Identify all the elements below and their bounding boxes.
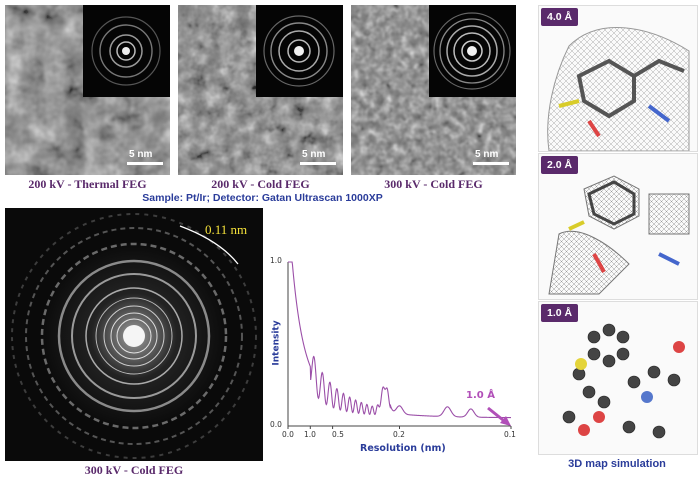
tem-image-cold-200kv: 5 nm	[178, 5, 343, 175]
atom-map	[539, 302, 697, 454]
x-tick-4: 0.1	[504, 430, 516, 439]
diffraction-pattern: 0.11 nm	[5, 208, 263, 461]
tem-image-cold-300kv: 5 nm	[351, 5, 516, 175]
fft-rings	[91, 16, 161, 86]
density-map-1A: 1.0 Å	[538, 301, 698, 455]
fft-rings	[263, 15, 335, 87]
fft-inset	[429, 5, 516, 97]
y-axis-label: Intensity	[271, 320, 282, 366]
annotation-arrowhead	[500, 416, 511, 426]
scale-label: 5 nm	[302, 149, 326, 160]
annotation-label: 1.0 Å	[466, 390, 495, 401]
scale-label: 5 nm	[129, 149, 153, 160]
chart-svg	[287, 261, 512, 429]
intensity-series-line	[288, 261, 511, 419]
scale-bar	[300, 162, 336, 165]
y-tick-top: 1.0	[270, 256, 282, 265]
diffraction-rings	[5, 208, 263, 461]
mesh-map	[539, 6, 697, 151]
caption-cold-200kv: 200 kV - Cold FEG	[211, 177, 310, 191]
scale-label: 5 nm	[475, 149, 499, 160]
fft-inset	[83, 5, 170, 97]
ring-label: 0.11 nm	[205, 222, 248, 237]
density-map-4A: 4.0 Å	[538, 5, 698, 152]
resolution-badge-1A: 1.0 Å	[541, 304, 579, 322]
x-tick-1: 1.0	[304, 430, 316, 439]
scale-bar	[127, 162, 163, 165]
x-tick-0: 0.0	[282, 430, 294, 439]
density-map-2A: 2.0 Å	[538, 153, 698, 300]
x-tick-2: 0.5	[332, 430, 344, 439]
caption-thermal-200kv: 200 kV - Thermal FEG	[28, 177, 147, 191]
x-ticks	[287, 426, 512, 429]
ring-arc-marker	[179, 225, 239, 265]
mesh-map	[539, 154, 697, 299]
x-tick-3: 0.2	[393, 430, 405, 439]
caption-cold-300kv: 300 kV - Cold FEG	[384, 177, 483, 191]
diffraction-caption: 300 kV - Cold FEG	[84, 463, 184, 477]
sample-description: Sample: Pt/Ir; Detector: Gatan Ultrascan…	[142, 192, 383, 204]
fft-rings	[433, 12, 511, 90]
map-simulation-caption: 3D map simulation	[568, 458, 666, 470]
x-axis-label: Resolution (nm)	[360, 443, 446, 454]
resolution-badge-4A: 4.0 Å	[541, 8, 579, 26]
y-tick-bottom: 0.0	[270, 420, 282, 429]
intensity-chart: 1.0 0.0 0.0 1.0 0.5 0.2 0.1 Intensity Re…	[268, 250, 520, 466]
scale-bar	[473, 162, 509, 165]
resolution-badge-2A: 2.0 Å	[541, 156, 579, 174]
fft-inset	[256, 5, 343, 97]
tem-image-thermal-200kv: 5 nm	[5, 5, 170, 175]
